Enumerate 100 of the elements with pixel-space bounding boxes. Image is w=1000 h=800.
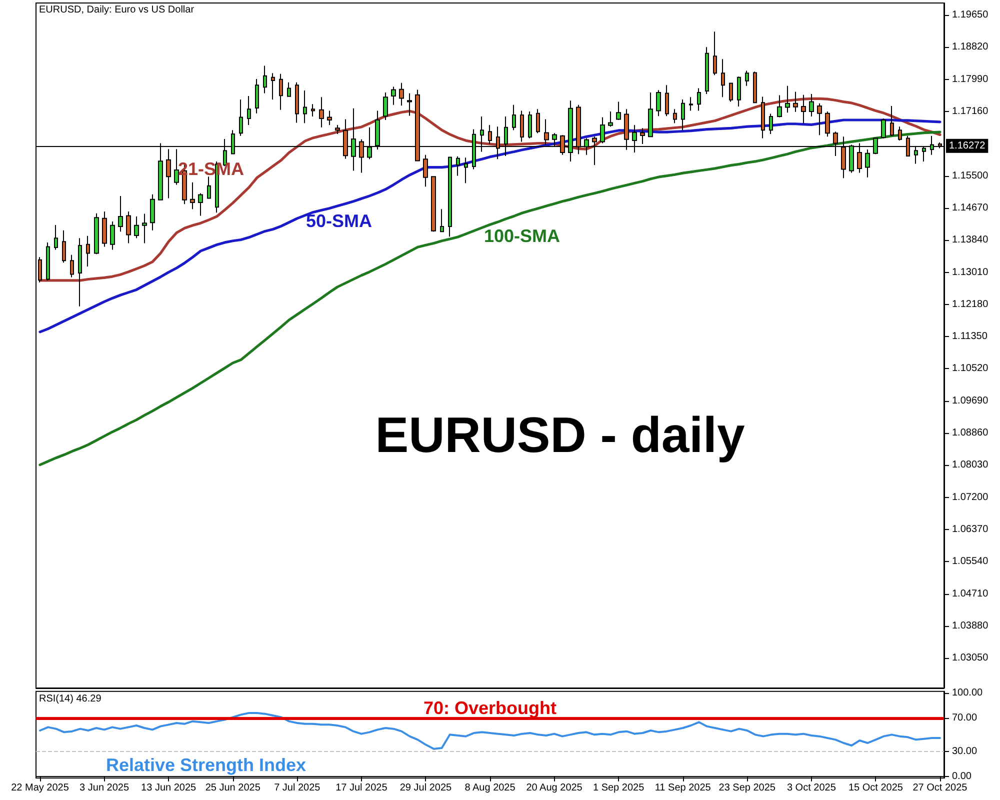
candlestick	[279, 73, 283, 110]
candlestick	[70, 254, 74, 278]
candlestick	[407, 92, 412, 116]
chart-title: RSI(14) 46.29	[39, 694, 102, 704]
chart-title: EURUSD, Daily: Euro vs US Dollar	[39, 4, 195, 16]
candlestick	[440, 208, 444, 232]
candlestick	[640, 128, 645, 145]
candlestick	[303, 90, 307, 124]
y-tick-label: 1.19650	[952, 10, 989, 21]
y-tick-label: 1.06370	[952, 524, 989, 536]
x-tick-label: 11 Sep 2025	[654, 782, 712, 794]
candlestick	[110, 221, 115, 250]
y-tick-label: 1.10520	[952, 363, 989, 374]
candlestick	[737, 76, 741, 107]
y-tick-label: 1.18820	[952, 42, 989, 53]
candlestick	[528, 110, 532, 139]
candlestick	[881, 118, 886, 139]
series-label: Relative Strength Index	[106, 755, 306, 775]
candlestick	[705, 46, 709, 95]
candlestick	[785, 85, 790, 114]
y-tick-label: 1.03880	[952, 620, 989, 632]
y-tick-label: 1.11350	[952, 331, 988, 342]
candlestick	[464, 157, 468, 184]
x-tick-label: 23 Sep 2025	[718, 782, 776, 794]
candlestick	[207, 176, 211, 199]
candlestick	[536, 108, 540, 134]
y-tick-label: 1.05540	[952, 556, 989, 568]
candlestick	[287, 82, 291, 97]
candlestick	[46, 242, 50, 281]
line-series	[38, 118, 942, 334]
candlestick	[721, 58, 725, 98]
candlestick	[319, 96, 324, 128]
y-tick-label: 70.00	[952, 712, 978, 724]
candlestick	[898, 126, 902, 142]
x-tick-label: 20 Aug 2025	[526, 782, 583, 794]
candlestick	[512, 104, 516, 131]
candlestick	[817, 102, 822, 136]
candlestick	[142, 213, 147, 244]
x-tick-label: 25 Jun 2025	[205, 782, 261, 794]
y-tick-label: 1.09690	[952, 395, 989, 406]
x-tick-label: 3 Jun 2025	[80, 782, 130, 794]
candlestick	[793, 91, 798, 112]
candlestick	[62, 230, 66, 264]
x-tick-label: 27 Oct 2025	[912, 782, 968, 794]
y-tick-label: 100.00	[952, 688, 984, 698]
candlestick	[271, 72, 275, 100]
series-label: 100-SMA	[484, 226, 560, 246]
line-series	[38, 130, 942, 466]
candlestick	[78, 238, 82, 307]
x-tick-label: 15 Oct 2025	[848, 782, 904, 794]
candlestick	[729, 82, 733, 102]
x-tick-label: 8 Aug 2025	[464, 782, 516, 794]
candlestick	[448, 156, 452, 238]
candlestick	[391, 86, 396, 106]
y-tick-label: 1.04710	[952, 588, 989, 600]
candlestick	[86, 235, 90, 267]
candlestick	[865, 148, 870, 178]
candlestick	[713, 31, 717, 76]
series-label: 50-SMA	[306, 211, 372, 231]
y-tick-label: 0.00	[952, 770, 972, 782]
candlestick	[520, 110, 524, 142]
candlestick	[777, 94, 782, 118]
candlestick	[890, 106, 894, 136]
candlestick	[456, 156, 460, 176]
candlestick	[681, 98, 685, 131]
y-tick-label: 1.17990	[952, 74, 989, 85]
annotation: EURUSD - daily	[375, 407, 745, 463]
candlestick	[198, 192, 203, 216]
candlestick	[94, 212, 99, 255]
y-tick-label: 1.03050	[952, 652, 989, 664]
x-tick-label: 7 Jul 2025	[274, 782, 321, 794]
candlestick	[697, 88, 701, 112]
y-tick-label: 1.17160	[952, 106, 989, 117]
candlestick	[247, 95, 251, 126]
x-tick-label: 3 Oct 2025	[786, 782, 836, 794]
candlestick	[295, 82, 299, 124]
candlestick	[263, 65, 267, 94]
candlestick	[174, 148, 179, 186]
candlestick	[399, 82, 404, 106]
candlestick	[616, 101, 621, 121]
x-tick-label: 13 Jun 2025	[141, 782, 197, 794]
x-tick-label: 22 May 2025	[11, 782, 70, 794]
x-tick-label: 17 Jul 2025	[336, 782, 388, 794]
x-tick-label: 29 Jul 2025	[400, 782, 452, 794]
candlestick	[825, 110, 830, 138]
candlestick	[608, 110, 613, 128]
ref-line-label: 70: Overbought	[423, 698, 557, 718]
candlestick	[239, 98, 243, 136]
candlestick	[801, 94, 806, 124]
candlestick	[761, 96, 765, 139]
candlestick	[383, 92, 388, 121]
candlestick	[809, 94, 814, 118]
candlestick	[648, 92, 653, 138]
candlestick	[423, 154, 428, 188]
candlestick	[311, 104, 315, 118]
candlestick	[335, 124, 340, 134]
candlestick	[431, 176, 436, 232]
candlestick	[54, 224, 58, 250]
candlestick	[327, 110, 332, 126]
y-tick-label: 1.12180	[952, 298, 989, 310]
